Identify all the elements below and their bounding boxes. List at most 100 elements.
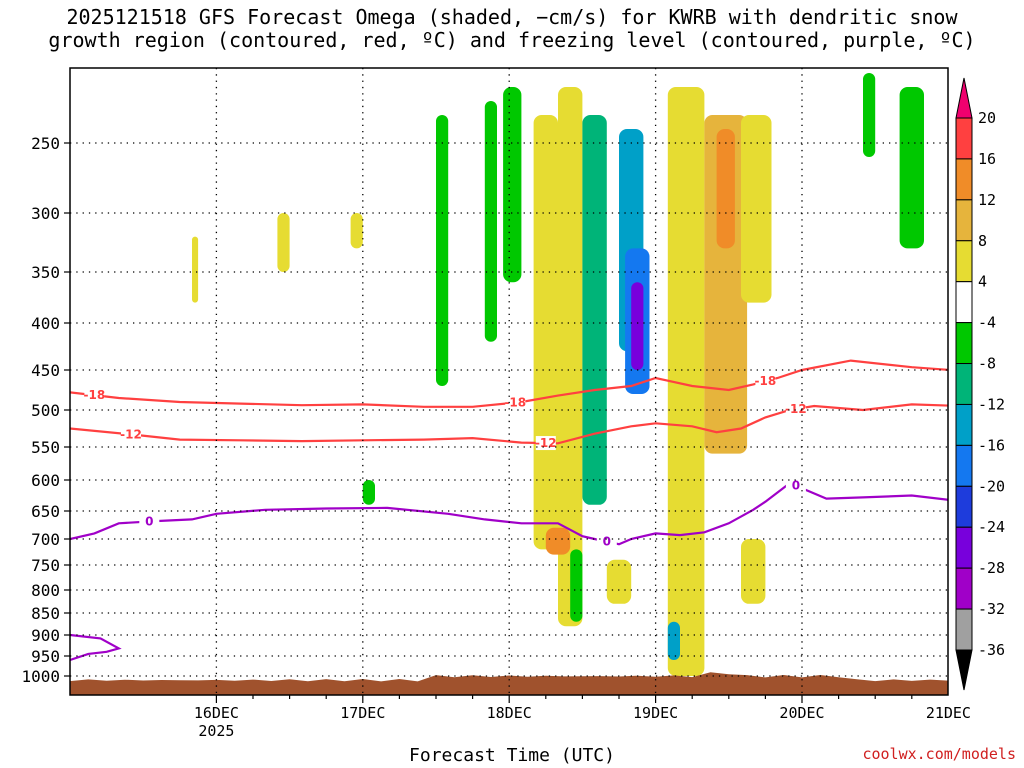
colorbar-label: -36: [978, 641, 1005, 659]
contour-line: [70, 481, 948, 546]
omega-shade-region: [436, 115, 449, 386]
y-tick-label: 400: [31, 314, 60, 333]
colorbar-bin: [955, 363, 973, 405]
y-tick-label: 1000: [21, 667, 60, 686]
omega-shade-region: [704, 115, 748, 454]
colorbar-label: 20: [978, 109, 996, 127]
omega-shade-region: [1009, 129, 1024, 248]
omega-shade-region: [863, 73, 876, 157]
y-tick-label: 250: [31, 134, 60, 153]
omega-shade-region: [741, 539, 766, 604]
y-tick-label: 300: [31, 204, 60, 223]
omega-shade-region: [362, 480, 375, 505]
colorbar-label: 16: [978, 150, 996, 168]
y-tick-label: 750: [31, 556, 60, 575]
omega-shade-region: [667, 87, 705, 676]
y-tick-label: 900: [31, 626, 60, 645]
contour-label: -18: [755, 374, 777, 388]
x-tick-label: 16DEC: [194, 704, 239, 722]
colorbar-bin: [955, 608, 973, 651]
y-tick-label: 850: [31, 604, 60, 623]
contour-label: -18: [504, 396, 526, 410]
shaded-omega-field: -18-18-18-18-12-12-12-120000: [70, 73, 1024, 695]
colorbar-bin: [955, 281, 973, 324]
colorbar-bin: [955, 526, 973, 569]
omega-shade-region: [582, 115, 607, 505]
contour-label-bg: [139, 514, 160, 529]
contour-label-bg: [785, 402, 806, 416]
colorbar-label: 12: [978, 191, 996, 209]
contour-label: 0: [145, 514, 153, 528]
contour-label-bg: [84, 388, 105, 403]
colorbar-bin: [955, 240, 973, 283]
y-tick-label: 550: [31, 438, 60, 457]
contour-line: [70, 359, 948, 408]
contour-label-bg: [505, 395, 526, 410]
colorbar-label: -20: [978, 477, 1005, 495]
colorbar-bin: [955, 199, 973, 242]
x-tick-sublabel: 2025: [198, 722, 234, 740]
omega-shade-region: [741, 115, 772, 303]
contour-label: -12: [120, 427, 142, 441]
contour-line: [70, 403, 948, 445]
colorbar-label: -8: [978, 355, 996, 373]
colorbar-label: -28: [978, 559, 1005, 577]
colorbar-bottom-arrow: [955, 649, 973, 691]
contour-label: 0: [792, 479, 800, 493]
x-tick-label: 18DEC: [487, 704, 532, 722]
omega-shade-region: [277, 213, 290, 272]
y-tick-label: 450: [31, 361, 60, 380]
colorbar-bin: [955, 322, 973, 365]
colorbar-label: 4: [978, 273, 987, 291]
omega-shade-region: [570, 549, 583, 622]
colorbar-bin: [955, 567, 973, 610]
omega-shade-region: [606, 559, 632, 604]
colorbar-label: -12: [978, 395, 1005, 413]
contour-line: [70, 633, 122, 662]
contour-label-bg: [755, 374, 776, 389]
chart-title-line-2: growth region (contoured, red, ºC) and f…: [48, 28, 976, 52]
colorbar-label: -16: [978, 436, 1005, 454]
omega-shade-region: [631, 282, 644, 370]
credit-link[interactable]: coolwx.com/models: [862, 745, 1016, 763]
y-tick-label: 800: [31, 581, 60, 600]
ground-surface: [70, 672, 948, 695]
x-tick-label: 20DEC: [779, 704, 824, 722]
y-tick-label: 500: [31, 401, 60, 420]
x-tick-label: 17DEC: [340, 704, 385, 722]
y-tick-label: 350: [31, 263, 60, 282]
omega-shade-region: [503, 87, 522, 283]
y-tick-label: 700: [31, 530, 60, 549]
contour-label-bg: [535, 436, 556, 451]
contour-label: -18: [84, 388, 106, 402]
colorbar-label: -4: [978, 314, 996, 332]
colorbar-bin: [955, 444, 973, 487]
colorbar-label: -24: [978, 518, 1005, 536]
omega-shade-region: [533, 115, 558, 550]
colorbar-top-arrow: [955, 77, 973, 119]
omega-shade-region: [899, 87, 924, 249]
omega-shade-region: [545, 527, 571, 555]
omega-shade-region: [484, 101, 497, 342]
x-tick-label: 21DEC: [926, 704, 971, 722]
omega-shade-region: [558, 87, 583, 627]
colorbar-bin: [955, 158, 973, 201]
contour-label-bg: [785, 478, 806, 493]
omega-shade-region: [667, 621, 680, 660]
colorbar-label: -32: [978, 600, 1005, 618]
contour-label-bg: [121, 427, 141, 442]
colorbar-bin: [955, 117, 973, 160]
x-tick-label: 19DEC: [633, 704, 678, 722]
colorbar-label: 8: [978, 232, 987, 250]
y-tick-label: 650: [31, 502, 60, 521]
x-axis-label: Forecast Time (UTC): [409, 745, 615, 766]
colorbar-bin: [955, 403, 973, 446]
y-tick-label: 950: [31, 647, 60, 666]
y-tick-label: 600: [31, 471, 60, 490]
contour-label: 0: [603, 535, 611, 549]
contour-label: -12: [785, 402, 807, 416]
contour-label-bg: [596, 534, 617, 549]
contour-label: -12: [535, 436, 557, 450]
chart-title-line-1: 2025121518 GFS Forecast Omega (shaded, −…: [66, 5, 958, 29]
